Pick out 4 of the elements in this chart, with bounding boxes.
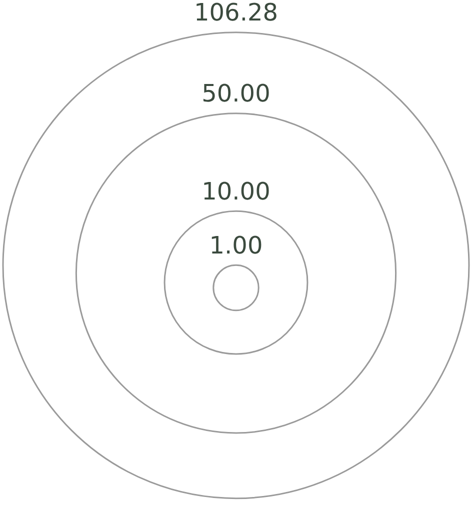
data-label: 106.28: [194, 0, 278, 27]
data-label: 50.00: [202, 80, 270, 108]
data-label: 10.00: [202, 177, 270, 206]
data-label: 1.00: [209, 231, 263, 260]
